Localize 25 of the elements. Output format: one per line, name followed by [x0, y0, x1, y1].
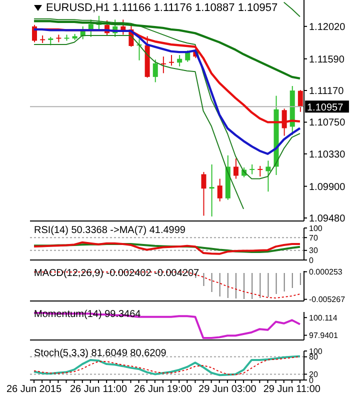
y-tick-label: 0 [309, 376, 314, 385]
y-tick-label: -0.005267 [309, 295, 346, 304]
y-tick-label: 1.11590 [309, 54, 345, 66]
x-tick-label: 29 Jun 11:00 [263, 384, 321, 396]
y-tick-label: 1.09900 [309, 182, 346, 193]
y-tick-label: 1.11170 [309, 86, 344, 98]
x-tick-label: 26 Jun 11:00 [70, 384, 128, 396]
chart-title: EURUSD,H1 1.11166 1.11176 1.10887 1.10957 [46, 2, 278, 14]
chart-title: RSI(14) 50.3368 ->MA(7) 41.4999 [34, 225, 186, 236]
y-tick-label: 0 [309, 256, 314, 265]
ref-line-label: 1.10957 [307, 102, 344, 114]
chart-title: Stoch(5,3,3) 81.6049 80.6209 [34, 348, 166, 359]
y-tick-label: 1.10330 [309, 149, 346, 160]
y-tick-label: 1.12020 [309, 22, 346, 33]
y-tick-label: 100.114 [309, 313, 338, 322]
y-tick-label: 30 [309, 246, 318, 256]
x-tick-label: 26 Jun 19:00 [134, 384, 192, 396]
y-tick-label: 1.09480 [309, 214, 346, 225]
y-tick-label: 0.000253 [309, 268, 343, 277]
y-tick-label: 97.9401 [309, 331, 338, 340]
y-tick-label: 70 [309, 233, 318, 242]
x-tick-label: 26 Jun 2015 [6, 384, 62, 396]
y-tick-label: 100 [309, 224, 323, 233]
x-tick-label: 29 Jun 03:00 [198, 384, 257, 396]
y-tick-label: 1.10750 [309, 118, 346, 129]
